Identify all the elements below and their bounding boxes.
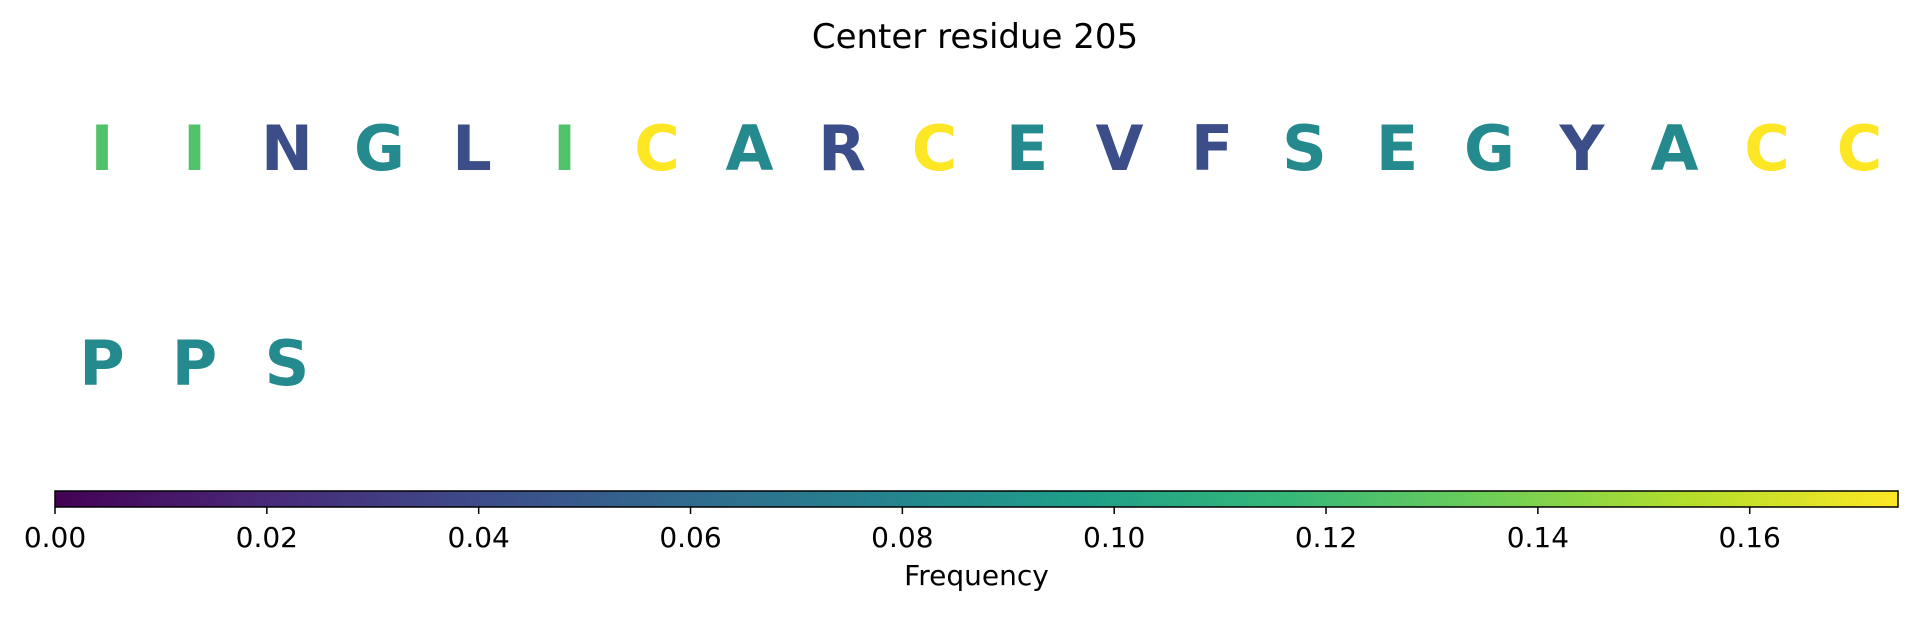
residue-letter: C: [634, 112, 680, 185]
residue-letter: I: [183, 112, 206, 185]
colorbar-tick-label: 0.06: [659, 521, 721, 554]
colorbar-tick-label: 0.02: [236, 521, 298, 554]
residue-letter: A: [726, 112, 774, 185]
colorbar: 0.00 0.02 0.04 0.06 0.08 0.10 0.12 0.14 0.16 Fre…: [24, 490, 1899, 592]
colorbar-tick-label: 0.12: [1295, 521, 1357, 554]
colorbar-tick-label: 0.16: [1719, 521, 1781, 554]
residue-letter: I: [553, 112, 576, 185]
residue-letter: L: [452, 112, 492, 185]
colorbar-tick-label: 0.04: [448, 521, 510, 554]
chart-title: Center residue 205: [812, 17, 1138, 57]
colorbar-label: Frequency: [904, 559, 1049, 592]
residue-letters: I I N G L I C A R C E V F S E G Y A C CP P S: [79, 112, 1882, 400]
residue-letter: G: [354, 112, 405, 185]
residue-letter: V: [1096, 112, 1144, 185]
residue-letter: C: [912, 112, 958, 185]
residue-letter: F: [1191, 112, 1233, 185]
residue-letter: G: [1464, 112, 1515, 185]
colorbar-tick-label: 0.14: [1507, 521, 1569, 554]
residue-letter: P: [172, 327, 217, 400]
residue-letter: N: [261, 112, 313, 185]
residue-letter: S: [265, 327, 310, 400]
residue-letter: A: [1651, 112, 1699, 185]
residue-letter: E: [1006, 112, 1048, 185]
colorbar-gradient: [54, 490, 1899, 508]
residue-letter: C: [1744, 112, 1790, 185]
residue-letter: P: [79, 327, 124, 400]
colorbar-ticks: 0.00 0.02 0.04 0.06 0.08 0.10 0.12 0.14 0.16: [24, 507, 1781, 554]
colorbar-tick-label: 0.00: [24, 521, 86, 554]
residue-letter: Y: [1559, 112, 1606, 185]
residue-letter: E: [1376, 112, 1418, 185]
residue-letter: I: [90, 112, 113, 185]
residue-letter: C: [1837, 112, 1883, 185]
colorbar-tick-label: 0.08: [871, 521, 933, 554]
residue-letter: S: [1282, 112, 1327, 185]
residue-letter: R: [818, 112, 866, 185]
colorbar-tick-label: 0.10: [1083, 521, 1145, 554]
